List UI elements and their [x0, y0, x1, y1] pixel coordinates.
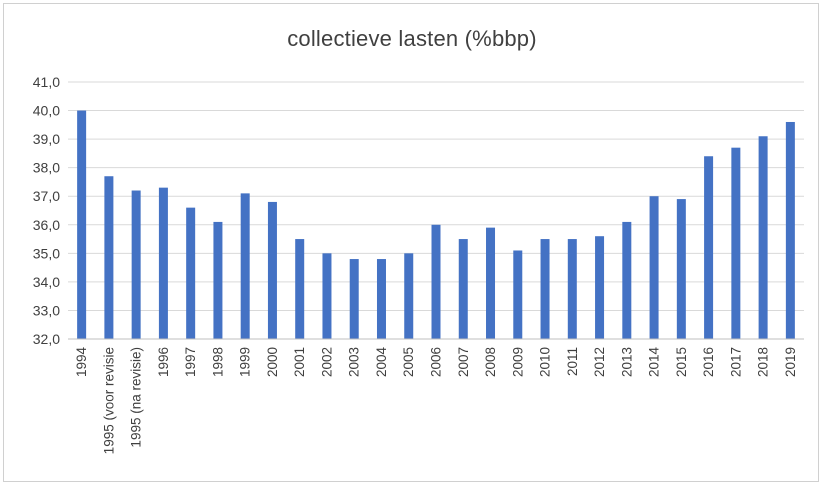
- x-tick-label: 1997: [183, 347, 198, 377]
- x-tick-label: 2005: [401, 347, 416, 377]
- y-tick-label: 32,0: [33, 331, 60, 347]
- x-tick-label: 2012: [592, 347, 607, 377]
- bar: [676, 199, 686, 339]
- y-tick-label: 40,0: [33, 103, 60, 119]
- x-tick-label: 2018: [756, 347, 771, 377]
- bar: [785, 121, 795, 339]
- x-tick-label: 2015: [674, 347, 689, 377]
- x-tick-label: 2011: [565, 347, 580, 376]
- bar: [322, 253, 332, 339]
- y-tick-label: 38,0: [33, 160, 60, 176]
- x-tick-label: 1996: [156, 347, 171, 377]
- bar: [186, 207, 196, 339]
- bar: [486, 227, 496, 339]
- bar: [540, 239, 550, 339]
- x-tick-label: 2002: [319, 347, 334, 377]
- bar: [267, 201, 277, 339]
- bar: [622, 221, 632, 339]
- x-tick-label: 2016: [701, 347, 716, 377]
- bar: [131, 190, 141, 339]
- bar: [731, 147, 741, 339]
- y-tick-label: 34,0: [33, 274, 60, 290]
- bar: [649, 196, 659, 339]
- y-axis-ticks: 32,0 33,0 34,0 35,0 36,0 37,0 38,0 39,0 40,0 41,0: [33, 74, 60, 347]
- x-tick-label: 2010: [538, 347, 553, 377]
- x-tick-label: 2000: [265, 347, 280, 377]
- y-tick-label: 36,0: [33, 217, 60, 233]
- x-tick-label: 2009: [510, 347, 525, 377]
- x-tick-label: 2004: [374, 347, 389, 378]
- bar: [349, 259, 359, 339]
- y-tick-label: 37,0: [33, 188, 60, 204]
- y-tick-label: 35,0: [33, 245, 60, 261]
- bar: [376, 259, 386, 339]
- bar: [104, 176, 114, 339]
- bar: [758, 136, 768, 339]
- x-tick-label: 1998: [210, 347, 225, 377]
- x-tick-label: 2019: [783, 347, 798, 377]
- bar: [213, 221, 223, 339]
- bar: [567, 239, 577, 339]
- x-tick-label: 2007: [456, 347, 471, 377]
- x-tick-label: 1995 (na revisie): [129, 347, 144, 448]
- bar: [295, 239, 305, 339]
- bar: [431, 224, 441, 339]
- x-axis-ticks: 1994 1995 (voor revisie 1995 (na revisie) 1…: [74, 347, 798, 455]
- x-tick-label: 1999: [238, 347, 253, 377]
- bar: [595, 236, 605, 339]
- y-tick-label: 41,0: [33, 74, 60, 90]
- bar: [240, 193, 250, 339]
- x-tick-label: 2014: [647, 347, 662, 378]
- bar: [513, 250, 523, 339]
- x-tick-label: 2006: [429, 347, 444, 377]
- x-tick-label: 1994: [74, 347, 89, 378]
- x-tick-label: 2003: [347, 347, 362, 377]
- bar: [704, 156, 714, 339]
- bar: [158, 187, 168, 339]
- x-tick-label: 2001: [292, 347, 307, 377]
- x-tick-label: 2013: [619, 347, 634, 377]
- y-tick-label: 33,0: [33, 302, 60, 318]
- bar: [77, 110, 87, 339]
- bar: [458, 239, 468, 339]
- y-tick-label: 39,0: [33, 131, 60, 147]
- x-tick-label: 2017: [728, 347, 743, 377]
- bar: [404, 253, 414, 339]
- x-tick-label: 2008: [483, 347, 498, 377]
- bars: [77, 110, 795, 339]
- x-tick-label: 1995 (voor revisie: [101, 347, 116, 454]
- chart-title: collectieve lasten (%bbp): [287, 26, 537, 51]
